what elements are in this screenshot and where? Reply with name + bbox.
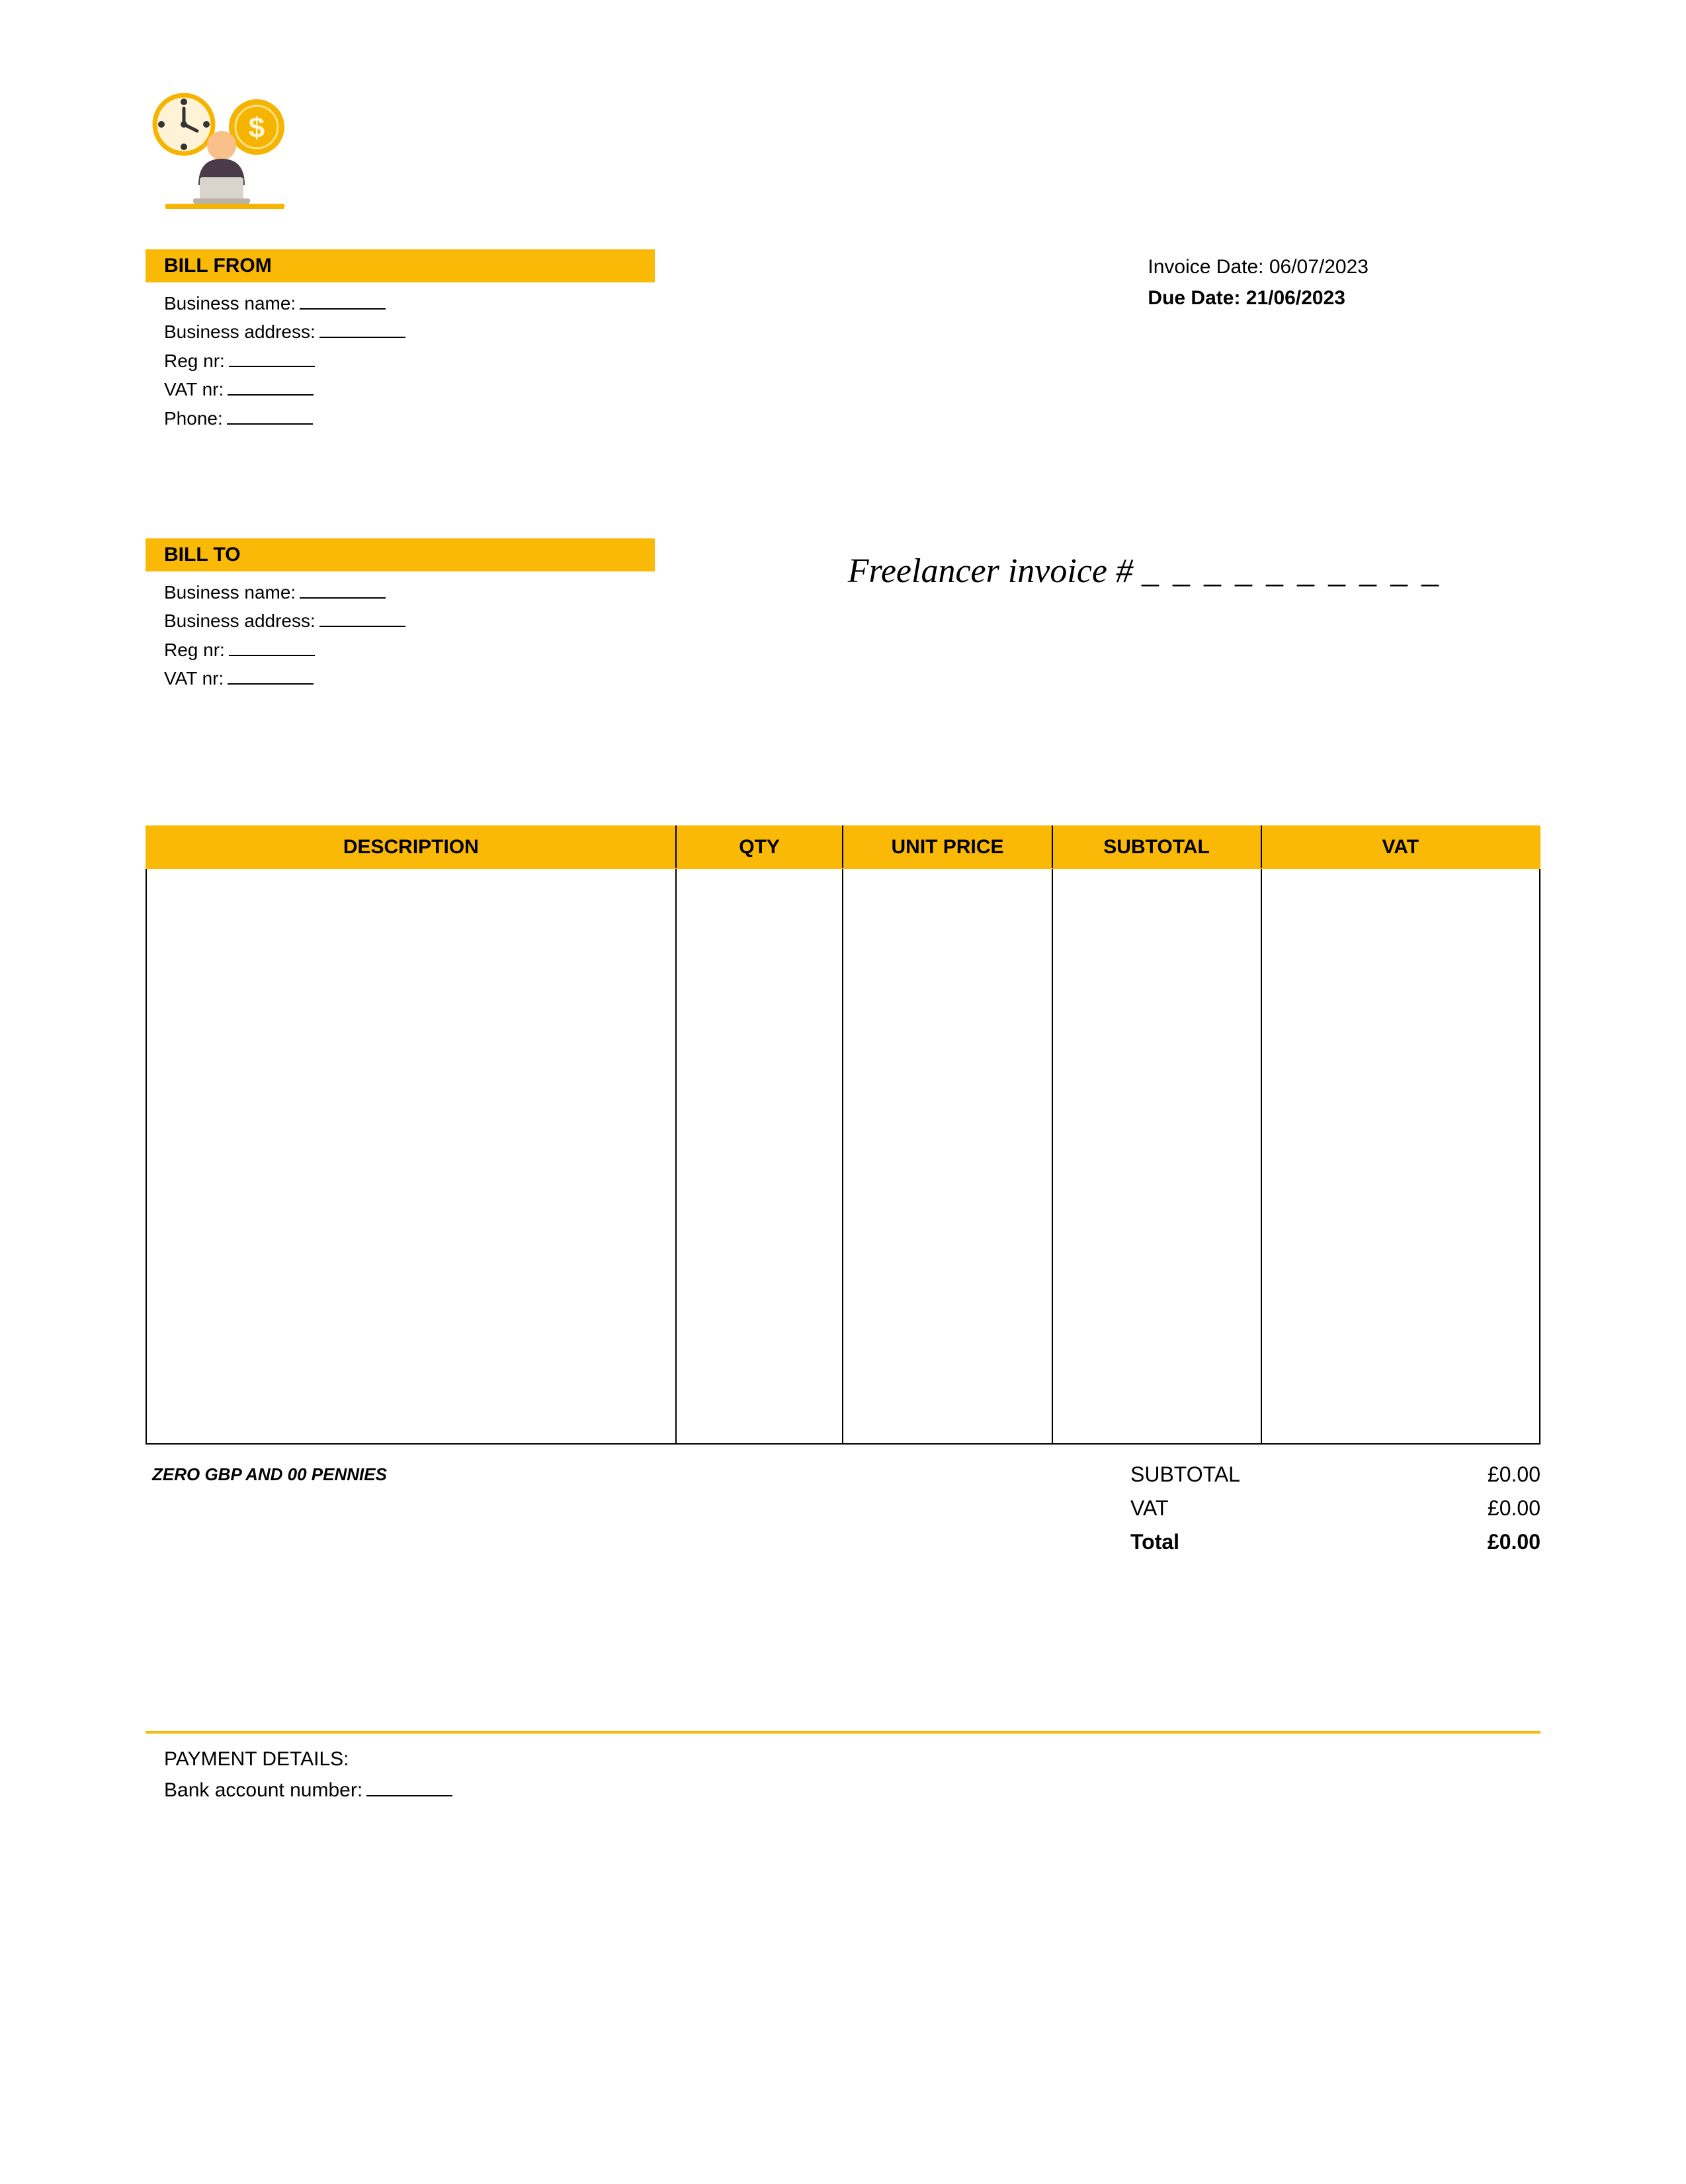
label: Reg nr: [164,351,225,371]
label: Business name: [164,293,296,314]
field-vat-nr: VAT nr: [164,375,655,403]
totals-block: SUBTOTAL £0.00 VAT £0.00 Total £0.00 [1130,1458,1540,1560]
footer-divider [146,1731,1540,1734]
cell-description [146,868,676,1444]
total-row: Total £0.00 [1130,1525,1540,1559]
field-reg-nr: Reg nr: [164,636,655,664]
bill-from-header: BILL FROM [146,249,655,282]
blank [366,1795,452,1796]
label: VAT [1130,1491,1168,1525]
col-vat: VAT [1261,826,1540,868]
blank [300,308,386,310]
col-subtotal: SUBTOTAL [1052,826,1261,868]
top-row: BILL FROM Business name: Business addres… [146,249,1540,433]
label: Total [1130,1525,1179,1559]
title-text: Freelancer invoice # [848,552,1133,590]
label: Phone: [164,408,223,429]
invoice-date: Invoice Date: 06/07/2023 [1148,252,1369,283]
blank [227,423,313,425]
bill-from-section: BILL FROM Business name: Business addres… [146,249,655,433]
svg-text:$: $ [249,112,265,144]
table-header-row: DESCRIPTION QTY UNIT PRICE SUBTOTAL VAT [146,826,1540,868]
blank [319,337,405,338]
field-business-address: Business address: [164,607,655,635]
field-business-address: Business address: [164,317,655,346]
payment-details: PAYMENT DETAILS: Bank account number: [146,1744,1540,1806]
col-unit-price: UNIT PRICE [843,826,1052,868]
vat-row: VAT £0.00 [1130,1491,1540,1525]
invoice-title: Freelancer invoice # _ _ _ _ _ _ _ _ _ _ [848,538,1540,591]
label: Bank account number: [164,1779,362,1801]
label: Due Date: [1148,287,1240,309]
bill-to-fields: Business name: Business address: Reg nr:… [146,571,655,693]
amount-in-words: ZERO GBP AND 00 PENNIES [146,1458,1130,1560]
label: VAT nr: [164,379,224,399]
blank [228,683,314,685]
bill-to-header: BILL TO [146,538,655,571]
value: 21/06/2023 [1246,287,1345,309]
due-date: Due Date: 21/06/2023 [1148,283,1369,314]
logo: $ [152,93,1540,223]
payment-header: PAYMENT DETAILS: [164,1744,1540,1775]
col-description: DESCRIPTION [146,826,676,868]
bill-to-section: BILL TO Business name: Business address:… [146,538,655,693]
label: Reg nr: [164,640,225,660]
line-items-table: DESCRIPTION QTY UNIT PRICE SUBTOTAL VAT [146,825,1540,1445]
field-business-name: Business name: [164,578,655,607]
totals-row: ZERO GBP AND 00 PENNIES SUBTOTAL £0.00 V… [146,1458,1540,1560]
col-qty: QTY [676,826,843,868]
subtotal-row: SUBTOTAL £0.00 [1130,1458,1540,1491]
field-business-name: Business name: [164,289,655,317]
blank [229,366,315,367]
label: Business address: [164,610,316,631]
blank [300,597,386,599]
mid-row: BILL TO Business name: Business address:… [146,538,1540,693]
label: Business name: [164,582,296,603]
cell-unit-price [843,868,1052,1444]
blank [228,394,314,396]
blank [229,655,315,656]
field-phone: Phone: [164,404,655,433]
label: Business address: [164,321,316,342]
blank [319,626,405,627]
field-reg-nr: Reg nr: [164,347,655,375]
table-body-row [146,868,1540,1444]
cell-vat [1261,868,1540,1444]
value: £0.00 [1488,1491,1540,1525]
label: VAT nr: [164,668,224,689]
value: £0.00 [1488,1525,1540,1559]
label: SUBTOTAL [1130,1458,1240,1491]
value: £0.00 [1488,1458,1540,1491]
freelancer-logo-icon: $ [152,93,298,218]
cell-subtotal [1052,868,1261,1444]
cell-qty [676,868,843,1444]
value: 06/07/2023 [1269,256,1369,278]
label: Invoice Date: [1148,256,1263,278]
title-blank: _ _ _ _ _ _ _ _ _ _ [1142,552,1441,590]
bank-account-field: Bank account number: [164,1775,1540,1806]
invoice-meta: Invoice Date: 06/07/2023 Due Date: 21/06… [1148,249,1540,314]
bill-from-fields: Business name: Business address: Reg nr:… [146,282,655,433]
field-vat-nr: VAT nr: [164,664,655,693]
